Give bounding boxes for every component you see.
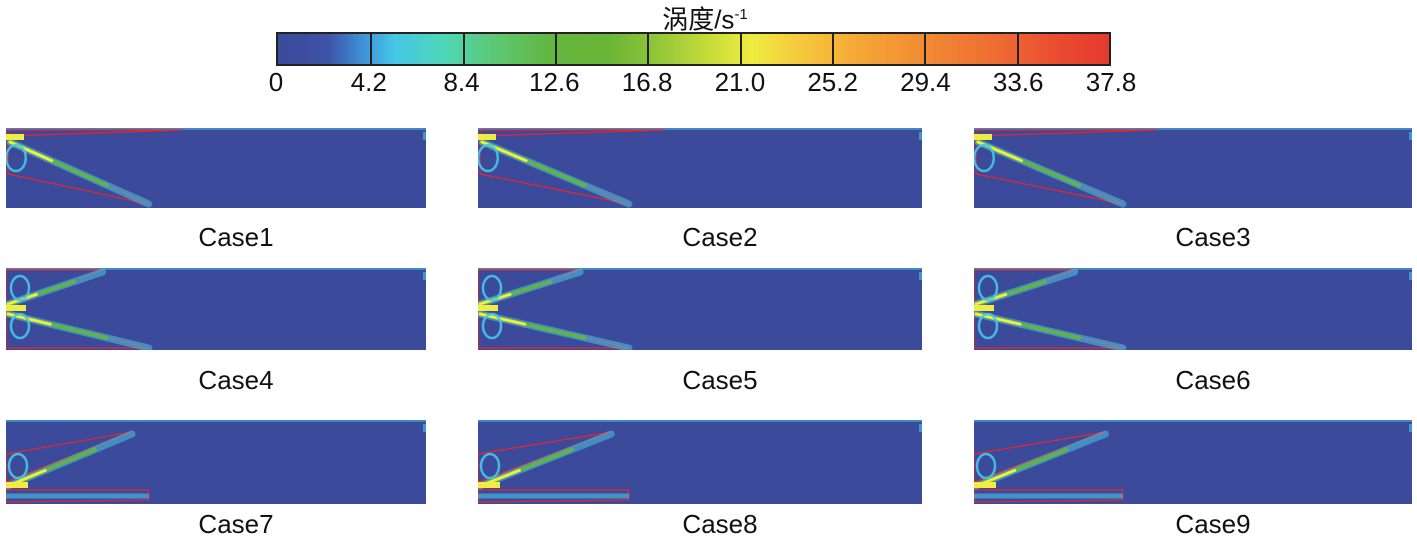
flow-panel bbox=[6, 128, 426, 208]
inlet-outline bbox=[7, 129, 183, 137]
vorticity-field bbox=[6, 420, 426, 504]
upper-vortex bbox=[977, 274, 999, 302]
inlet-outline bbox=[975, 129, 1158, 137]
inlet-hotspot bbox=[478, 305, 498, 311]
outlet-marker bbox=[1409, 272, 1412, 280]
inlet-outline bbox=[479, 129, 665, 137]
vortex bbox=[479, 452, 501, 480]
lower-vortex bbox=[481, 312, 503, 340]
colorbar-divider bbox=[370, 34, 373, 64]
inlet-hotspot bbox=[6, 305, 26, 311]
colorbar-tick-label: 37.8 bbox=[1085, 67, 1137, 97]
colorbar-tick-label: 21.0 bbox=[714, 67, 766, 97]
case-label: Case6 bbox=[1175, 365, 1251, 395]
vorticity-field bbox=[478, 128, 922, 208]
case-label: Case1 bbox=[198, 222, 274, 252]
vortex bbox=[7, 452, 29, 480]
case-label: Case2 bbox=[682, 222, 758, 252]
outlet-marker bbox=[919, 132, 922, 140]
colorbar-divider bbox=[462, 34, 465, 64]
flow-panel bbox=[6, 268, 426, 350]
vortex bbox=[6, 143, 27, 173]
flow-panel bbox=[478, 268, 922, 350]
vorticity-field bbox=[478, 420, 922, 504]
colorbar-divider bbox=[832, 34, 834, 64]
inlet-hotspot bbox=[974, 134, 992, 140]
vorticity-field bbox=[974, 128, 1412, 208]
outlet-marker bbox=[423, 424, 426, 432]
flow-panel bbox=[974, 420, 1412, 504]
outlet-marker bbox=[919, 272, 922, 280]
lower-vortex bbox=[9, 312, 31, 340]
outlet-marker bbox=[1409, 424, 1412, 432]
lower-vortex bbox=[977, 312, 999, 340]
case-label: Case9 bbox=[1175, 509, 1251, 539]
vorticity-field bbox=[478, 268, 922, 350]
inlet-hotspot bbox=[6, 134, 24, 140]
colorbar-divider bbox=[647, 34, 650, 64]
colorbar-tick-label: 33.6 bbox=[992, 67, 1044, 97]
inlet-hotspot bbox=[6, 482, 28, 488]
flow-panel bbox=[478, 420, 922, 504]
flow-panel bbox=[6, 420, 426, 504]
flow-panel bbox=[974, 268, 1412, 350]
case-label: Case3 bbox=[1175, 222, 1251, 252]
colorbar-divider bbox=[924, 34, 927, 64]
inlet-hotspot bbox=[478, 482, 500, 488]
vorticity-field bbox=[974, 420, 1412, 504]
case-label: Case7 bbox=[198, 509, 274, 539]
colorbar-title-text: 涡度/s bbox=[662, 4, 735, 35]
vorticity-colorbar bbox=[276, 32, 1111, 66]
colorbar-tick-label: 12.6 bbox=[529, 67, 580, 97]
vortex bbox=[478, 143, 499, 173]
vortex bbox=[974, 143, 995, 173]
flow-panel bbox=[478, 128, 922, 208]
colorbar-title: 涡度/s-1 bbox=[615, 0, 795, 35]
colorbar-divider bbox=[555, 34, 557, 64]
colorbar-tick-label: 29.4 bbox=[900, 67, 951, 97]
bottom-strip-outline bbox=[974, 489, 1124, 503]
outlet-marker bbox=[919, 424, 922, 432]
colorbar-tick-label: 8.4 bbox=[443, 67, 480, 97]
outlet-marker bbox=[1409, 132, 1412, 140]
outlet-marker bbox=[423, 272, 426, 280]
colorbar-tick-label: 16.8 bbox=[621, 67, 673, 97]
bottom-strip-outline bbox=[478, 489, 630, 503]
colorbar-tick-label: 25.2 bbox=[807, 67, 858, 97]
colorbar-tick-label: 0 bbox=[268, 67, 284, 97]
vorticity-field bbox=[6, 268, 426, 350]
outlet-marker bbox=[423, 132, 426, 140]
colorbar-tick-label: 4.2 bbox=[350, 67, 387, 97]
upper-vortex bbox=[481, 274, 503, 302]
inlet-hotspot bbox=[974, 482, 996, 488]
flow-panel bbox=[974, 128, 1412, 208]
case-label: Case4 bbox=[198, 365, 274, 395]
vortex bbox=[975, 452, 997, 480]
inlet-hotspot bbox=[974, 305, 994, 311]
colorbar-divider bbox=[1016, 34, 1019, 64]
colorbar-title-exponent: -1 bbox=[734, 6, 748, 23]
upper-vortex bbox=[9, 274, 31, 302]
vorticity-field bbox=[6, 128, 426, 208]
case-label: Case8 bbox=[682, 509, 758, 539]
vorticity-field bbox=[974, 268, 1412, 350]
colorbar-divider bbox=[739, 34, 742, 64]
case-label: Case5 bbox=[682, 365, 758, 395]
bottom-strip-outline bbox=[6, 489, 150, 503]
inlet-hotspot bbox=[478, 134, 496, 140]
